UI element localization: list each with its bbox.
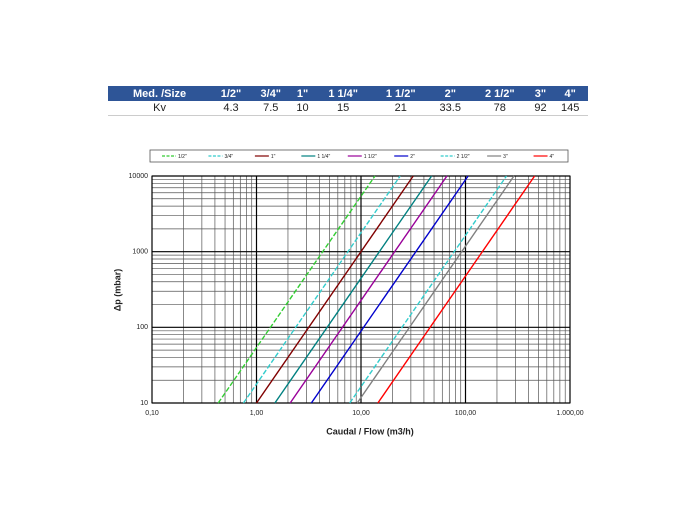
header-cell: Med. /Size — [108, 86, 212, 101]
cell: 4.3 — [211, 101, 251, 116]
header-cell: 4" — [552, 86, 588, 101]
legend-label: 2" — [410, 154, 415, 160]
series-line — [349, 175, 508, 404]
cell: 21 — [371, 101, 430, 116]
legend-label: 1/2" — [178, 154, 187, 160]
header-cell: 1" — [290, 86, 315, 101]
header-cell: 3/4" — [250, 86, 291, 101]
y-tick-label: 10000 — [129, 173, 149, 180]
y-tick-label: 100 — [136, 324, 148, 331]
y-axis-label: Δp (mbar) — [112, 269, 122, 311]
header-cell: 1 1/4" — [314, 86, 372, 101]
header-cell: 1 1/2" — [371, 86, 430, 101]
cell: 7.5 — [250, 101, 291, 116]
series-line — [274, 175, 433, 404]
legend-label: 3/4" — [224, 154, 233, 160]
cell: 33.5 — [429, 101, 472, 116]
legend-label: 1 1/2" — [364, 154, 377, 160]
legend-label: 1 1/4" — [317, 154, 330, 160]
series-line — [289, 175, 448, 404]
header-cell: 1/2" — [211, 86, 251, 101]
x-tick-label: 100,00 — [455, 410, 477, 417]
series-line — [255, 175, 414, 404]
cell: Kv — [108, 101, 212, 116]
cell: 10 — [290, 101, 315, 116]
legend-label: 1" — [271, 154, 276, 160]
x-tick-label: 1.000,00 — [556, 410, 583, 417]
legend-label: 4" — [550, 154, 555, 160]
x-tick-label: 1,00 — [250, 410, 264, 417]
cell: 78 — [471, 101, 529, 116]
legend-label: 2 1/2" — [457, 154, 470, 160]
series-line — [310, 175, 469, 404]
series-line — [217, 175, 376, 404]
series-line — [377, 175, 536, 404]
table-row: Kv 4.3 7.5 10 15 21 33.5 78 92 145 — [108, 101, 588, 116]
header-cell: 3" — [528, 86, 553, 101]
header-cell: 2" — [429, 86, 472, 101]
legend-label: 3" — [503, 154, 508, 160]
y-tick-label: 10 — [140, 400, 148, 407]
cell: 145 — [552, 101, 588, 116]
series-line — [242, 175, 401, 404]
cell: 92 — [528, 101, 553, 116]
header-cell: 2 1/2" — [471, 86, 529, 101]
cell: 15 — [314, 101, 372, 116]
y-tick-label: 1000 — [132, 249, 148, 256]
kv-table: Med. /Size 1/2" 3/4" 1" 1 1/4" 1 1/2" 2" 2 1/2"… — [108, 86, 588, 116]
x-axis-label: Caudal / Flow (m3/h) — [326, 426, 414, 436]
x-tick-label: 10,00 — [352, 410, 370, 417]
series-line — [356, 175, 515, 404]
x-tick-label: 0,10 — [145, 410, 159, 417]
